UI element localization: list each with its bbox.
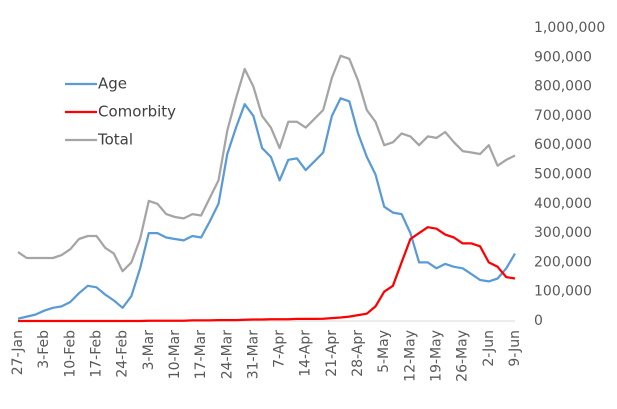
y-tick-label: 600,000 [534, 137, 592, 153]
x-tick-label: 5-May [376, 330, 392, 373]
x-tick-label: 14-Apr [298, 330, 314, 377]
x-tick-label: 21-Apr [324, 330, 340, 377]
x-tick-label: 28-Apr [350, 330, 366, 377]
x-tick-label: 31-Mar [245, 330, 261, 380]
y-tick-label: 700,000 [534, 108, 592, 124]
series-line [17, 54, 516, 273]
y-tick-label: 0 [534, 313, 543, 329]
x-tick-label: 24-Mar [219, 330, 235, 380]
y-tick-label: 400,000 [534, 196, 592, 212]
x-tick-label: 10-Feb [62, 330, 78, 378]
x-tick-label: 9-Jun [507, 330, 523, 367]
legend-label: Age [98, 75, 127, 93]
x-tick-label: 24-Feb [115, 330, 131, 378]
x-tick-label: 17-Mar [193, 330, 209, 380]
y-tick-label: 900,000 [534, 49, 592, 65]
x-tick-label: 2-Jun [481, 330, 497, 367]
y-tick-label: 100,000 [534, 284, 592, 300]
x-tick-label: 3-Feb [36, 330, 52, 369]
y-tick-label: 300,000 [534, 225, 592, 241]
y-tick-label: 200,000 [534, 254, 592, 270]
y-tick-label: 500,000 [534, 167, 592, 183]
series-line [18, 226, 516, 323]
x-tick-label: 27-Jan [10, 330, 26, 375]
series-line [17, 97, 516, 320]
y-tick-label: 800,000 [534, 79, 592, 95]
x-tick-label: 3-Mar [141, 330, 157, 371]
x-tick-label: 17-Feb [88, 330, 104, 378]
y-tick-label: 1,000,000 [534, 20, 605, 36]
legend-label: Comorbity [98, 103, 176, 121]
legend-label: Total [97, 131, 133, 149]
x-tick-label: 26-May [455, 330, 471, 382]
x-tick-label: 7-Apr [272, 330, 288, 368]
x-tick-label: 12-May [402, 330, 418, 382]
x-tick-label: 19-May [429, 330, 445, 382]
x-tick-label: 10-Mar [167, 330, 183, 380]
